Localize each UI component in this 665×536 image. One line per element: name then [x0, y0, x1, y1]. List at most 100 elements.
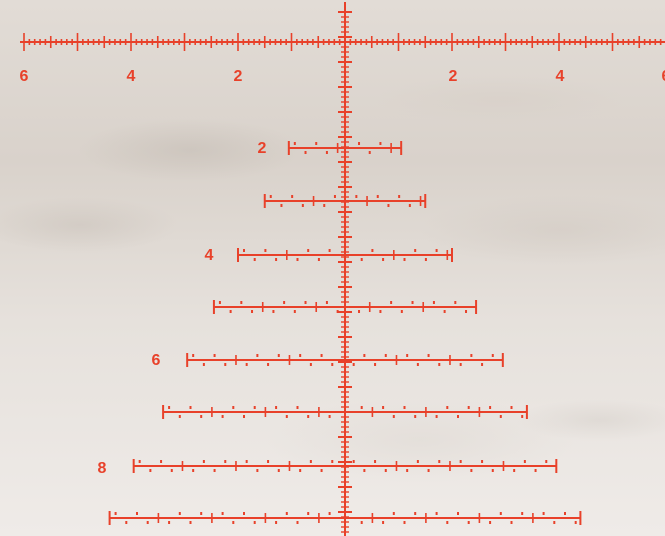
holdover-dot	[336, 310, 339, 313]
holdover-dot	[358, 142, 361, 145]
holdover-dot	[331, 363, 334, 366]
holdover-dot	[307, 512, 310, 515]
holdover-dot	[414, 249, 417, 252]
holdover-dot	[299, 354, 302, 357]
holdover-dot	[285, 512, 288, 515]
holdover-dot	[443, 310, 446, 313]
holdover-dot	[202, 460, 205, 463]
holdover-dot	[202, 363, 205, 366]
holdover-dot	[224, 363, 227, 366]
holdover-dot	[138, 460, 141, 463]
holdover-dot	[283, 301, 286, 304]
holdover-dot	[125, 521, 128, 524]
holdover-dot	[275, 258, 278, 261]
holdover-dot	[387, 204, 390, 207]
reticle-lines	[20, 2, 665, 536]
holdover-dot	[256, 354, 259, 357]
scale-label-right-4: 4	[556, 68, 565, 85]
holdover-dot	[368, 151, 371, 154]
holdover-dot	[379, 142, 382, 145]
scale-label-right-6: 6	[662, 68, 665, 85]
holdover-dot	[218, 301, 221, 304]
holdover-dot	[424, 258, 427, 261]
holdover-dot	[564, 512, 566, 515]
holdover-dot	[178, 512, 181, 515]
holdover-dot	[178, 415, 181, 418]
holdover-dot	[189, 521, 192, 524]
holdover-dot	[291, 195, 294, 198]
holdover-dot	[382, 521, 385, 524]
holdover-dot	[411, 301, 414, 304]
holdover-dot	[499, 415, 502, 418]
holdover-dot	[382, 258, 385, 261]
holdover-dot	[307, 415, 310, 418]
holdover-dot	[534, 469, 537, 472]
holdover-dot	[416, 460, 419, 463]
holdover-dot	[414, 415, 417, 418]
holdover-dot	[192, 469, 195, 472]
holdover-dot	[277, 469, 280, 472]
reticle-labels: 6 4 2 2 4 6 2 4 6 8	[20, 68, 665, 477]
holdover-dot	[267, 363, 270, 366]
holdover-dot	[454, 301, 457, 304]
holdover-dot	[363, 469, 366, 472]
holdover-dot	[352, 363, 355, 366]
holdover-dot	[374, 460, 377, 463]
holdover-dot	[192, 354, 195, 357]
holdover-dot	[392, 512, 395, 515]
holdover-dot	[213, 469, 216, 472]
holdover-dot	[296, 521, 299, 524]
holdover-dot	[232, 521, 235, 524]
holdover-dot	[168, 521, 171, 524]
holdover-dot	[459, 460, 462, 463]
holdover-dot	[149, 469, 152, 472]
holdover-dot	[382, 406, 385, 409]
holdover-dot	[325, 151, 328, 154]
holdover-dot	[245, 363, 248, 366]
holdover-dot	[251, 310, 254, 313]
holdover-dot	[293, 142, 296, 145]
holdover-dot	[221, 512, 224, 515]
holdover-dot	[459, 363, 462, 366]
holdover-dot	[114, 512, 117, 515]
holdover-dot	[457, 415, 459, 418]
holdover-dot	[280, 204, 283, 207]
holdover-dot	[390, 301, 393, 304]
holdover-dot	[360, 406, 363, 409]
holdover-dot	[189, 406, 192, 409]
holdover-dot	[513, 469, 516, 472]
holdover-dot	[435, 512, 438, 515]
holdover-dot	[363, 354, 366, 357]
holdover-dot	[317, 258, 320, 261]
holdover-dot	[301, 204, 304, 207]
holdover-dot	[470, 469, 473, 472]
holdover-dot	[264, 249, 267, 252]
holdover-dot	[309, 363, 312, 366]
scale-label-right-2: 2	[449, 68, 458, 85]
holdover-dot	[243, 249, 245, 252]
holdover-dot	[545, 460, 548, 463]
holdover-dot	[213, 354, 216, 357]
holdover-label-8: 8	[98, 460, 107, 477]
holdover-dot	[200, 512, 203, 515]
holdover-dot	[309, 460, 312, 463]
holdover-dot	[352, 460, 355, 463]
holdover-dot	[243, 512, 245, 515]
holdover-dot	[406, 469, 409, 472]
holdover-dot	[323, 204, 326, 207]
holdover-dot	[170, 469, 173, 472]
holdover-dot	[293, 310, 296, 313]
holdover-dot	[275, 521, 278, 524]
holdover-dot	[408, 204, 411, 207]
holdover-dot	[510, 521, 513, 524]
holdover-dot	[360, 258, 363, 261]
holdover-dot	[333, 195, 336, 198]
holdover-dot	[523, 460, 526, 463]
scale-label-left-2: 2	[234, 68, 243, 85]
center-gap	[342, 41, 348, 43]
holdover-dot	[328, 512, 331, 515]
holdover-dot	[467, 521, 470, 524]
holdover-dot	[253, 258, 256, 261]
holdover-dot	[489, 406, 492, 409]
holdover-dot	[521, 415, 524, 418]
